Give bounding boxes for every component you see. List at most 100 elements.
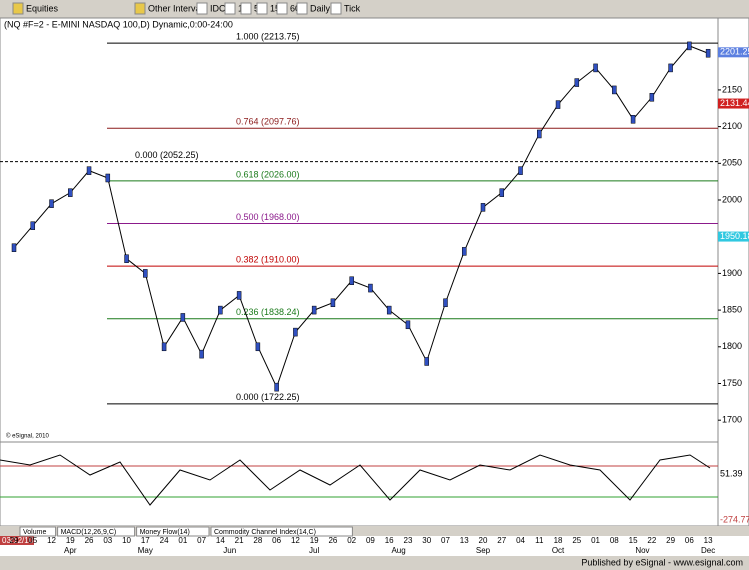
x-tick-label: 24 — [160, 536, 169, 545]
toolbar-button[interactable] — [224, 2, 236, 15]
price-bar — [349, 276, 354, 285]
price-bar — [143, 269, 148, 278]
x-tick-label: 13 — [704, 536, 713, 545]
x-tick-label: 25 — [572, 536, 581, 545]
x-tick-label: 23 — [404, 536, 413, 545]
price-bar — [424, 357, 429, 366]
y-tick-label: 1750 — [722, 378, 742, 388]
y-tick-label: 1850 — [722, 304, 742, 314]
y-tick-label: 2050 — [722, 158, 742, 168]
x-tick-label: 26 — [328, 536, 337, 545]
tab[interactable] — [136, 526, 210, 537]
toolbar-button[interactable] — [330, 2, 342, 15]
price-bar — [68, 188, 73, 197]
date-axis — [0, 536, 749, 556]
toolbar-label[interactable]: Tick — [344, 3, 361, 13]
price-bar — [593, 63, 598, 73]
x-tick-label: 16 — [385, 536, 394, 545]
toolbar-button[interactable] — [276, 2, 288, 15]
x-tick-label: 14 — [216, 536, 225, 545]
price-bar — [555, 100, 561, 109]
tab[interactable] — [210, 526, 353, 537]
toolbar-label[interactable]: 15 — [270, 3, 280, 13]
x-tick-label: 12 — [47, 536, 56, 545]
x-tick-label: 06 — [272, 536, 281, 545]
x-tick-label: 30 — [422, 536, 431, 545]
x-tick-label: 05 — [28, 536, 37, 545]
start-date: 03/12/10 — [2, 536, 34, 545]
price-marker — [718, 98, 749, 109]
x-tick-label: 20 — [479, 536, 488, 545]
tab-label[interactable]: Money Flow(14) — [140, 529, 190, 536]
price-bar — [11, 243, 17, 252]
month-label: Sep — [476, 546, 491, 555]
price-bar — [405, 320, 411, 330]
price-bar — [236, 291, 242, 300]
y-tick-label: 2150 — [722, 84, 742, 94]
x-tick-label: 13 — [460, 536, 469, 545]
fib-label: 0.618 (2026.00) — [236, 169, 300, 179]
price-marker-label: 1950.18 — [720, 231, 749, 241]
indicator-value: 51.39 — [720, 468, 743, 478]
x-tick-label: 01 — [178, 536, 187, 545]
x-tick-label: 07 — [441, 536, 450, 545]
tab-bar — [0, 526, 749, 536]
x-tick-label: 22 — [647, 536, 656, 545]
price-marker-label: 2131.44 — [720, 98, 749, 108]
tab-label[interactable]: MACD(12,26,9,C) — [61, 529, 117, 536]
toolbar-button[interactable] — [240, 2, 252, 15]
price-bar — [480, 203, 486, 212]
toolbar-button[interactable] — [256, 2, 268, 15]
x-tick-label: 19 — [66, 536, 75, 545]
y-tick-label: 1700 — [722, 415, 742, 425]
month-label: Apr — [64, 546, 77, 555]
x-tick-label: 02 — [347, 536, 356, 545]
toolbar-label[interactable]: 60 — [290, 3, 300, 13]
price-marker — [718, 231, 749, 242]
month-label: Jul — [309, 546, 319, 555]
x-tick-label: 29 — [666, 536, 675, 545]
month-label: Dec — [701, 546, 715, 555]
toolbar-button[interactable] — [134, 2, 146, 15]
x-tick-label: 08 — [610, 536, 619, 545]
y-tick-label: 1900 — [722, 268, 742, 278]
tab[interactable] — [19, 526, 57, 537]
tab-label[interactable]: Commodity Channel Index(14,C) — [214, 529, 316, 536]
price-bar — [649, 93, 655, 102]
tab-label[interactable]: Volume — [23, 529, 46, 536]
toolbar-label[interactable]: Other Intervals — [148, 3, 208, 13]
fib-label: 0.236 (1838.24) — [236, 307, 300, 317]
price-marker-label: 2201.25 — [720, 47, 749, 57]
toolbar-label[interactable]: Equities — [26, 3, 59, 13]
start-date-box — [0, 536, 34, 545]
price-bar — [330, 298, 336, 308]
tab[interactable] — [57, 526, 136, 537]
toolbar-button[interactable] — [12, 2, 24, 15]
toolbar-button[interactable] — [196, 2, 208, 15]
toolbar-label[interactable]: Daily — [310, 3, 331, 13]
price-bar — [705, 48, 711, 58]
price-bar — [368, 283, 373, 293]
fib-label: 0.382 (1910.00) — [236, 254, 300, 264]
indicator-pane — [0, 441, 719, 527]
fib-label: 0.500 (1968.00) — [236, 212, 300, 222]
price-bar — [255, 342, 261, 352]
toolbar-button[interactable] — [296, 2, 308, 15]
x-tick-label: 28 — [253, 536, 262, 545]
price-bar — [612, 85, 617, 95]
footer-bar — [0, 556, 749, 570]
x-tick-label: 29 — [10, 536, 19, 545]
y-tick-label: 2100 — [722, 121, 742, 131]
copyright: © eSignal, 2010 — [6, 433, 49, 440]
price-bar — [105, 173, 111, 183]
price-bar — [124, 254, 129, 263]
x-tick-label: 01 — [591, 536, 600, 545]
toolbar — [0, 0, 749, 18]
fib-label: 1.000 (2213.75) — [236, 32, 300, 42]
indicator-value: -274.77 — [720, 514, 749, 524]
toolbar-label[interactable]: IDC — [210, 3, 226, 13]
y-tick-label: 1800 — [722, 341, 742, 351]
x-tick-label: 10 — [122, 536, 131, 545]
month-label: Aug — [391, 546, 405, 555]
